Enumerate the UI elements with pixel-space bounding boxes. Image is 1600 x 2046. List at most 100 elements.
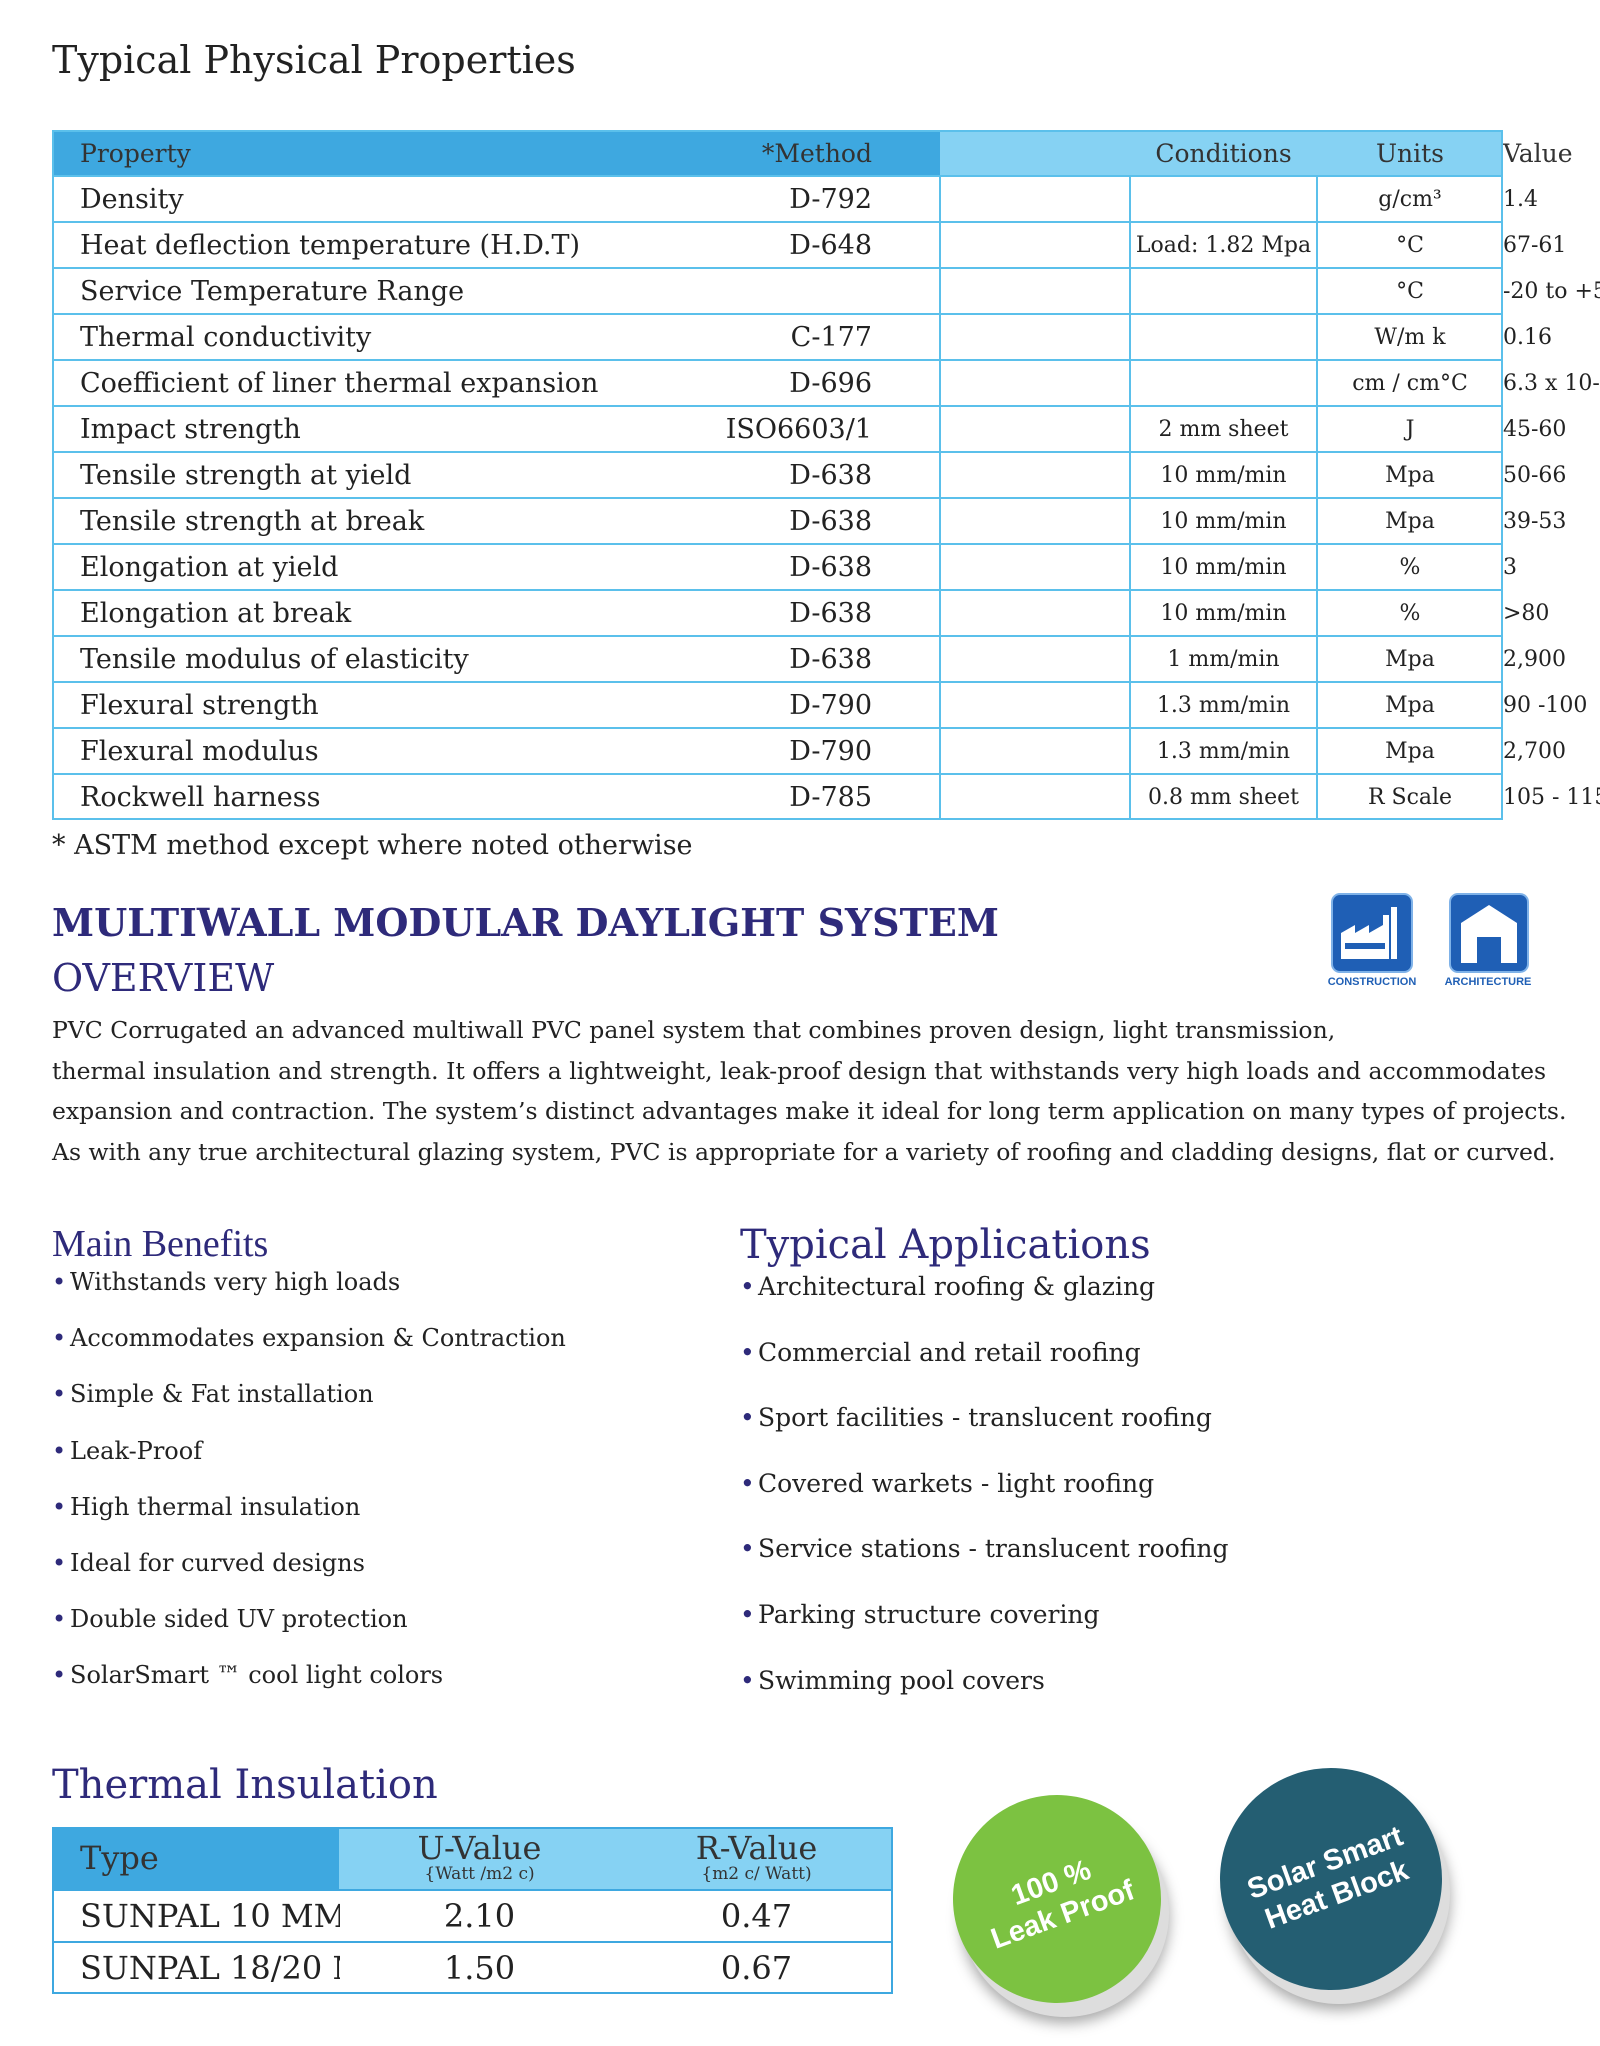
table-cell: Mpa: [1385, 692, 1435, 718]
table-cell: Rockwell harness: [80, 781, 321, 813]
bullet: •: [740, 1468, 755, 1498]
table-cell: Heat deflection temperature (H.D.T): [80, 229, 581, 261]
table-cell: 10 mm/min: [1160, 508, 1287, 534]
table-cell: D-638: [789, 597, 872, 629]
thermal-column-unit: {m2 c/ Watt): [701, 1864, 812, 1884]
table-column-header: Units: [1375, 138, 1445, 168]
table-cell: D-790: [789, 689, 872, 721]
benefit-item: • Withstands very high loads: [52, 1268, 401, 1296]
application-item: • Parking structure covering: [740, 1600, 1100, 1629]
icon-label: CONSTRUCTION: [1327, 976, 1417, 988]
table-cell: 1.3 mm/min: [1156, 738, 1291, 764]
bullet: •: [52, 1605, 67, 1634]
table-cell: -20 to +50: [1503, 278, 1600, 304]
table-cell: D-696: [789, 367, 872, 399]
table-cell: Mpa: [1385, 462, 1435, 488]
table-cell: 10 mm/min: [1160, 462, 1287, 488]
benefit-item: • Simple & Fat installation: [52, 1380, 374, 1409]
table-cell: 0.8 mm sheet: [1147, 784, 1300, 810]
bullet: •: [740, 1403, 755, 1433]
table-cell: J: [1405, 416, 1415, 442]
application-item: • Architectural roofing & glazing: [740, 1272, 1156, 1301]
application-item: • Sport facilities - translucent roofing: [740, 1403, 1212, 1433]
bullet: •: [740, 1534, 755, 1564]
thermal-cell: 1.50: [443, 1949, 516, 1987]
bullet: •: [740, 1337, 755, 1367]
table-cell: Mpa: [1385, 646, 1435, 672]
table-cell: Density: [80, 183, 184, 215]
row-line: [52, 451, 1503, 453]
row-line: [52, 681, 1503, 683]
application-item: • Commercial and retail roofing: [740, 1337, 1141, 1367]
thermal-column-header: Type: [80, 1839, 159, 1877]
table-cell: cm / cm°C: [1352, 370, 1468, 396]
table-cell: C-177: [790, 321, 872, 353]
thermal-column-header: R-Value: [695, 1829, 818, 1867]
thermal-column-header: U-Value: [417, 1829, 542, 1867]
table-cell: 1.4: [1503, 186, 1538, 212]
construction-icon: [1331, 893, 1413, 973]
footnote: * ASTM method except where noted otherwi…: [52, 830, 693, 861]
row-line: [52, 405, 1503, 407]
table-cell: 1.3 mm/min: [1156, 692, 1291, 718]
table-cell: 105 - 115: [1503, 784, 1600, 810]
thermal-header-bg: [52, 1827, 339, 1890]
table-cell: Coefficient of liner thermal expansion: [80, 367, 599, 399]
table-cell: %: [1399, 554, 1421, 580]
benefit-item: • High thermal insulation: [52, 1492, 361, 1521]
table-cell: 2,700: [1503, 738, 1566, 764]
row-line: [52, 313, 1503, 315]
bullet: •: [740, 1665, 755, 1695]
table-header-bg: [940, 130, 1503, 176]
table-cell: ISO6603/1: [725, 413, 872, 445]
table-cell: D-638: [789, 459, 872, 491]
table-cell: W/m k: [1374, 324, 1446, 350]
row-line: [52, 175, 1503, 177]
bullet: •: [52, 1492, 67, 1521]
overview-text: thermal insulation and strength. It offe…: [52, 1056, 1547, 1085]
table-cell: >80: [1503, 600, 1550, 626]
overview-text: PVC Corrugated an advanced multiwall PVC…: [52, 1016, 1336, 1044]
row-line: [52, 267, 1503, 269]
table-border: [52, 130, 1503, 820]
table-cell: D-638: [789, 505, 872, 537]
table-column-header: Value: [1503, 138, 1573, 168]
thermal-cell: 2.10: [443, 1897, 516, 1935]
section-title: MULTIWALL MODULAR DAYLIGHT SYSTEM: [52, 900, 999, 945]
bullet: •: [52, 1436, 67, 1465]
row-line: [52, 543, 1503, 545]
table-cell: %: [1399, 600, 1421, 626]
table-cell: °C: [1396, 232, 1424, 258]
row-line: [52, 635, 1503, 637]
row-line: [52, 727, 1503, 729]
table-cell: Tensile strength at break: [80, 505, 425, 537]
thermal-cell: 0.47: [720, 1897, 793, 1935]
table-cell: Thermal conductivity: [80, 321, 372, 353]
badge: Solar Smart Heat Block: [1188, 1736, 1474, 2022]
application-item: • Swimming pool covers: [740, 1665, 1045, 1695]
architecture-icon: [1449, 893, 1529, 973]
bullet: •: [52, 1268, 67, 1296]
table-cell: 2 mm sheet: [1158, 416, 1289, 442]
badge: 100 % Leak Proof: [923, 1765, 1191, 2033]
row-line: [52, 497, 1503, 499]
table-cell: 45-60: [1503, 416, 1567, 442]
icon-label: ARCHITECTURE: [1444, 976, 1532, 988]
table-cell: Elongation at break: [80, 597, 352, 629]
table-cell: 67-61: [1503, 232, 1567, 258]
application-item: • Covered warkets - light roofing: [740, 1468, 1155, 1498]
table-cell: Tensile modulus of elasticity: [80, 643, 469, 675]
table-column-header: Property: [80, 138, 191, 168]
bullet: •: [52, 1380, 67, 1409]
bullet: •: [740, 1600, 755, 1629]
table-cell: Tensile strength at yield: [80, 459, 412, 491]
table-cell: D-792: [789, 183, 872, 215]
table-cell: R Scale: [1367, 784, 1453, 810]
benefit-item: • Accommodates expansion & Contraction: [52, 1324, 566, 1353]
row-line: [52, 359, 1503, 361]
table-cell: 0.16: [1503, 324, 1552, 350]
bullet: •: [52, 1549, 67, 1577]
table-cell: Service Temperature Range: [80, 275, 465, 307]
table-cell: 50-66: [1503, 462, 1567, 488]
